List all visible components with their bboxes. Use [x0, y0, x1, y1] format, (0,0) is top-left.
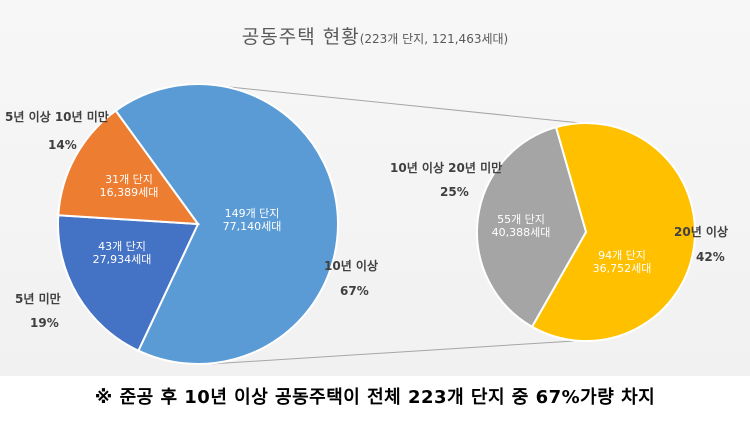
pie-slice	[476, 125, 588, 329]
pie-slice	[530, 122, 696, 342]
slice-text-10-to-20: 55개 단지 40,388세대	[492, 213, 551, 239]
slice-households: 16,389세대	[99, 186, 159, 199]
label-5-to-10: 5년 이상 10년 미만	[5, 110, 109, 124]
slice-complexes: 43개 단지	[98, 240, 146, 253]
label-10-plus: 10년 이상	[324, 259, 378, 273]
connector-line-bottom	[209, 339, 591, 365]
slice-complexes: 149개 단지	[224, 207, 280, 220]
pie-slice	[114, 83, 339, 365]
slice-households: 27,934세대	[92, 253, 152, 266]
label-10-to-20: 10년 이상 20년 미만	[390, 161, 503, 175]
slice-text-5-to-10: 31개 단지 16,389세대	[100, 173, 159, 199]
main-pie	[57, 83, 339, 365]
slice-households: 36,752세대	[592, 262, 652, 275]
chart-area: 공동주택 현황(223개 단지, 121,463세대) 149개 단지 77,1…	[0, 0, 750, 376]
slice-text-10-plus: 149개 단지 77,140세대	[223, 207, 282, 233]
slice-complexes: 31개 단지	[105, 173, 153, 186]
pct-5-to-10: 14%	[48, 138, 77, 152]
slice-households: 40,388세대	[491, 226, 551, 239]
slice-households: 77,140세대	[222, 220, 282, 233]
breakdown-pie	[476, 122, 696, 342]
footnote: ※ 준공 후 10년 이상 공동주택이 전체 223개 단지 중 67%가량 차…	[94, 387, 656, 408]
slice-complexes: 94개 단지	[598, 249, 646, 262]
pie-slice	[57, 214, 200, 353]
pie-chart-svg	[57, 83, 696, 365]
pie-slice	[57, 109, 201, 226]
pct-20-plus: 42%	[696, 250, 725, 264]
chart-title-main: 공동주택 현황	[241, 26, 360, 48]
chart-title-sub: (223개 단지, 121,463세대)	[359, 32, 509, 46]
slice-complexes: 55개 단지	[497, 213, 545, 226]
pct-10-to-20: 25%	[440, 185, 469, 199]
chart-title: 공동주택 현황(223개 단지, 121,463세대)	[0, 22, 750, 49]
label-under-5: 5년 미만	[15, 292, 61, 306]
slice-text-20-plus: 94개 단지 36,752세대	[593, 249, 652, 275]
pct-under-5: 19%	[30, 316, 59, 330]
label-20-plus: 20년 이상	[674, 225, 728, 239]
slice-text-under-5: 43개 단지 27,934세대	[93, 240, 152, 266]
connector-line-top	[209, 84, 591, 125]
pct-10-plus: 67%	[340, 284, 369, 298]
